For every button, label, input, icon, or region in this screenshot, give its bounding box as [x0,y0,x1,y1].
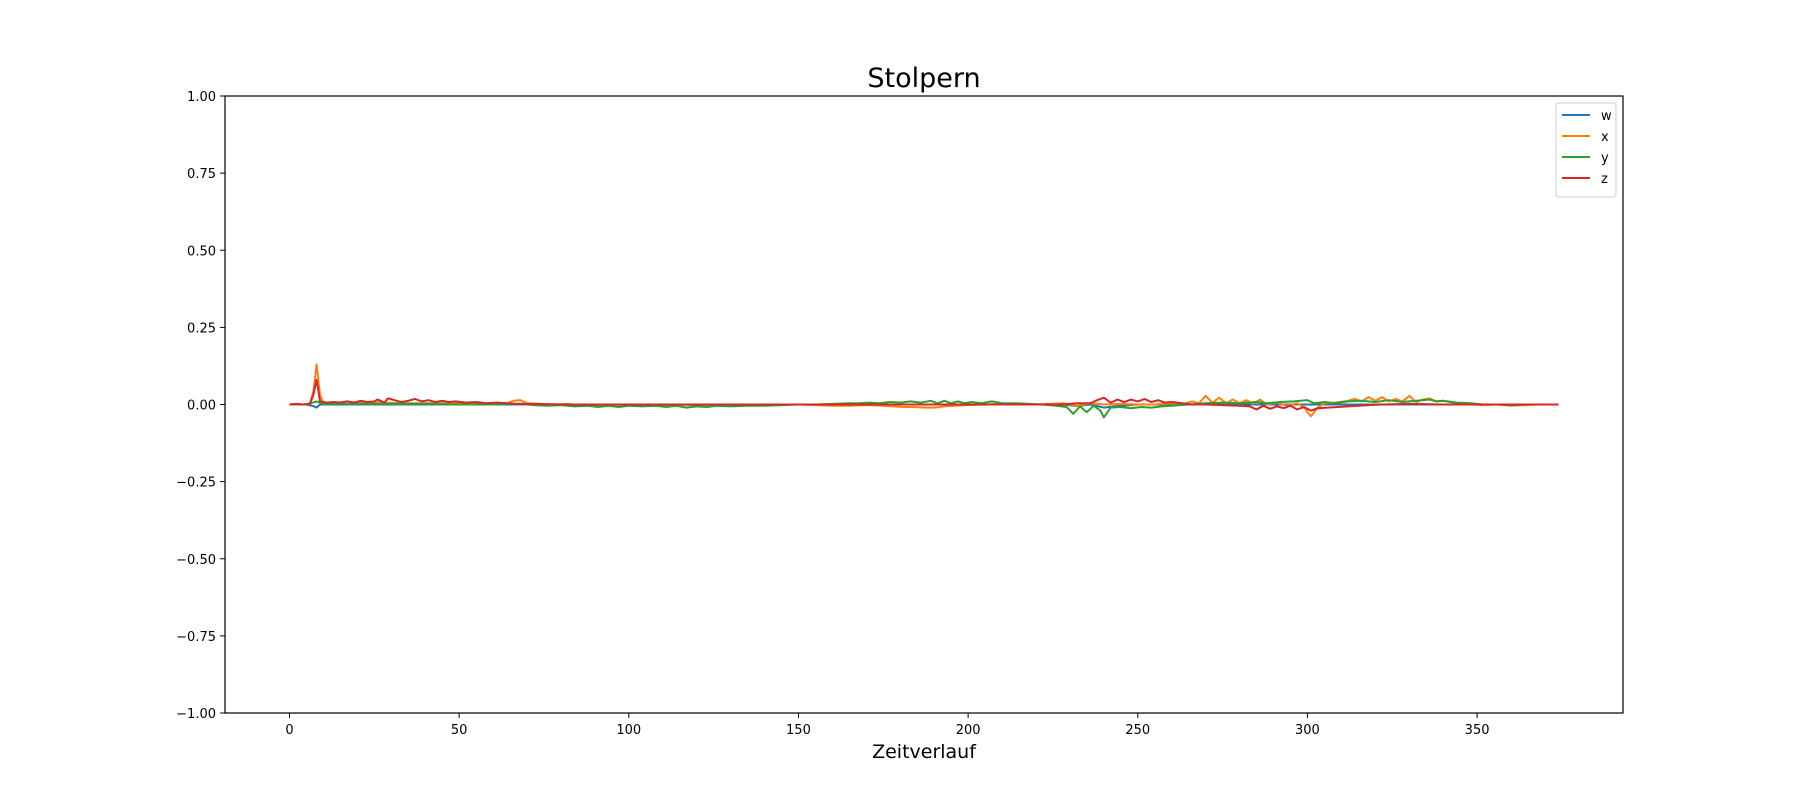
legend-label-z: z [1601,172,1608,187]
chart-title: Stolpern [867,63,980,94]
series-line-y [289,398,1559,419]
legend-label-y: y [1601,151,1609,166]
y-axis: 1.00 0.75 0.50 0.25 0.00 −0.25 −0.50 −0.75 −1.00 [176,90,225,722]
y-tick-label: 0.75 [187,167,216,182]
series-line-z [289,378,1559,412]
x-tick-label: 0 [285,723,293,738]
y-tick-label: −0.50 [176,553,216,568]
x-tick-label: 350 [1465,723,1490,738]
y-tick-label: −0.75 [176,630,216,645]
x-tick-label: 200 [956,723,981,738]
y-tick-label: −1.00 [176,707,216,722]
y-tick-label: 0.00 [187,399,216,414]
x-tick-label: 300 [1295,723,1320,738]
x-tick-label: 50 [451,723,468,738]
legend-label-w: w [1601,109,1612,124]
legend-box [1555,102,1617,198]
y-tick-label: −0.25 [176,476,216,491]
x-tick-label: 100 [616,723,641,738]
x-tick-label: 250 [1125,723,1150,738]
y-tick-label: 0.25 [187,321,216,336]
y-tick-label: 1.00 [187,90,216,105]
x-axis-label: Zeitverlauf [872,741,977,763]
x-tick-label: 150 [786,723,811,738]
y-tick-label: 0.50 [187,244,216,259]
legend-label-x: x [1601,130,1609,145]
series-layer [289,363,1559,419]
series-line-x [289,363,1559,418]
x-axis: 0 50 100 150 200 250 300 350 [285,713,1490,738]
